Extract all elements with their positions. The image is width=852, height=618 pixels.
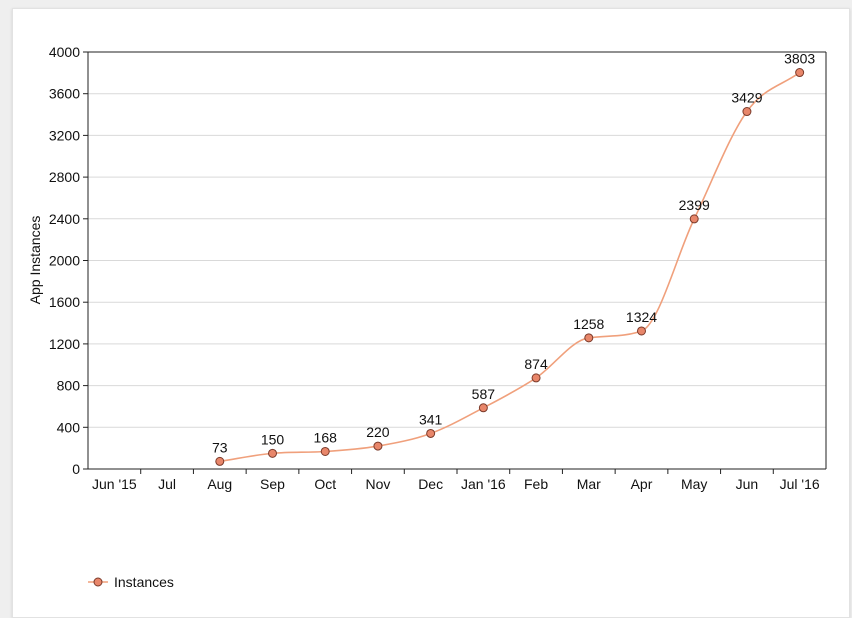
x-tick-label: Apr (631, 476, 653, 492)
data-label: 3803 (784, 51, 815, 67)
chart-panel (12, 8, 850, 618)
series-line-instances (219, 71, 801, 463)
y-tick-label: 1200 (49, 336, 80, 352)
x-tick-label: Oct (314, 476, 336, 492)
x-tick-label: Jan '16 (461, 476, 506, 492)
x-tick-label: Nov (365, 476, 390, 492)
y-tick-label: 2000 (49, 253, 80, 269)
data-point[interactable] (478, 403, 488, 413)
x-tick-label: Jul '16 (780, 476, 820, 492)
x-tick-label: Dec (418, 476, 443, 492)
y-tick-label: 800 (57, 378, 81, 394)
series-instances (215, 68, 805, 466)
x-tick-label: Jun '15 (92, 476, 137, 492)
x-tick-label: Aug (207, 476, 232, 492)
data-point[interactable] (320, 446, 330, 456)
data-label: 1324 (626, 309, 657, 325)
data-label: 341 (419, 411, 443, 427)
legend-label-instances: Instances (114, 574, 174, 590)
data-point[interactable] (795, 68, 805, 78)
data-point[interactable] (215, 456, 225, 466)
y-tick-label: 4000 (49, 44, 80, 60)
data-label: 73 (212, 439, 228, 455)
data-label: 587 (472, 386, 496, 402)
data-label: 168 (314, 429, 338, 445)
x-tick-label: May (681, 476, 707, 492)
data-label: 220 (366, 424, 390, 440)
legend-marker (93, 577, 103, 587)
y-axis-title: App Instances (27, 216, 43, 305)
data-point[interactable] (637, 326, 646, 336)
data-point[interactable] (584, 333, 594, 343)
data-labels: 73 150 168 220 341 587 874 1258 1324 2399 3429 3803 (212, 51, 815, 456)
data-label: 1258 (573, 316, 604, 332)
x-tick-label: Jun (736, 476, 759, 492)
data-label: 874 (524, 356, 548, 372)
legend[interactable]: Instances (88, 574, 174, 590)
data-point[interactable] (426, 428, 436, 438)
y-tick-label: 3600 (49, 86, 80, 102)
data-point[interactable] (268, 448, 277, 458)
y-tick-label: 1600 (49, 294, 80, 310)
data-point[interactable] (689, 214, 699, 224)
y-tick-label: 400 (57, 419, 81, 435)
y-tick-label: 2800 (49, 169, 80, 185)
x-tick-labels: Jun '15 Jul Aug Sep Oct Nov Dec Jan '16 Feb Mar Ap… (92, 469, 820, 492)
data-point[interactable] (742, 107, 752, 117)
x-tick-label: Mar (577, 476, 601, 492)
data-label: 3429 (731, 90, 762, 106)
data-label: 150 (261, 431, 285, 447)
data-point[interactable] (531, 373, 541, 383)
y-tick-labels: 0 400 800 1200 1600 2000 2400 2800 3200 3600 4000 (49, 44, 88, 477)
data-label: 2399 (679, 197, 710, 213)
y-tick-label: 3200 (49, 127, 80, 143)
x-tick-label: Jul (158, 476, 176, 492)
x-tick-label: Sep (260, 476, 285, 492)
y-tick-label: 2400 (49, 211, 80, 227)
x-tick-label: Feb (524, 476, 548, 492)
data-point[interactable] (373, 441, 383, 451)
y-tick-label: 0 (72, 461, 80, 477)
gridlines (88, 93, 826, 428)
